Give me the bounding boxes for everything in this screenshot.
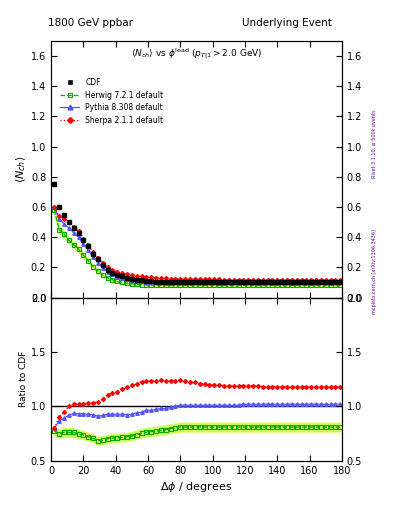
Legend: CDF, Herwig 7.2.1 default, Pythia 8.308 default, Sherpa 2.1.1 default: CDF, Herwig 7.2.1 default, Pythia 8.308 … [58,76,166,127]
Text: $\langle N_{ch}\rangle$ vs $\phi^{\rm lead}_{\ }$ $(p_{T|1} > 2.0\ \rm GeV)$: $\langle N_{ch}\rangle$ vs $\phi^{\rm le… [131,46,262,61]
Y-axis label: $\langle N_{ch} \rangle$: $\langle N_{ch} \rangle$ [15,156,28,183]
Text: 1800 GeV ppbar: 1800 GeV ppbar [48,18,133,28]
X-axis label: $\Delta\phi$ / degrees: $\Delta\phi$ / degrees [160,480,233,494]
Text: mcplots.cern.ch [arXiv:1306.3436]: mcplots.cern.ch [arXiv:1306.3436] [372,229,376,314]
Text: Underlying Event: Underlying Event [242,18,332,28]
Y-axis label: Ratio to CDF: Ratio to CDF [19,351,28,408]
Text: Rivet 3.1.10, ≥ 500k events: Rivet 3.1.10, ≥ 500k events [372,109,376,178]
